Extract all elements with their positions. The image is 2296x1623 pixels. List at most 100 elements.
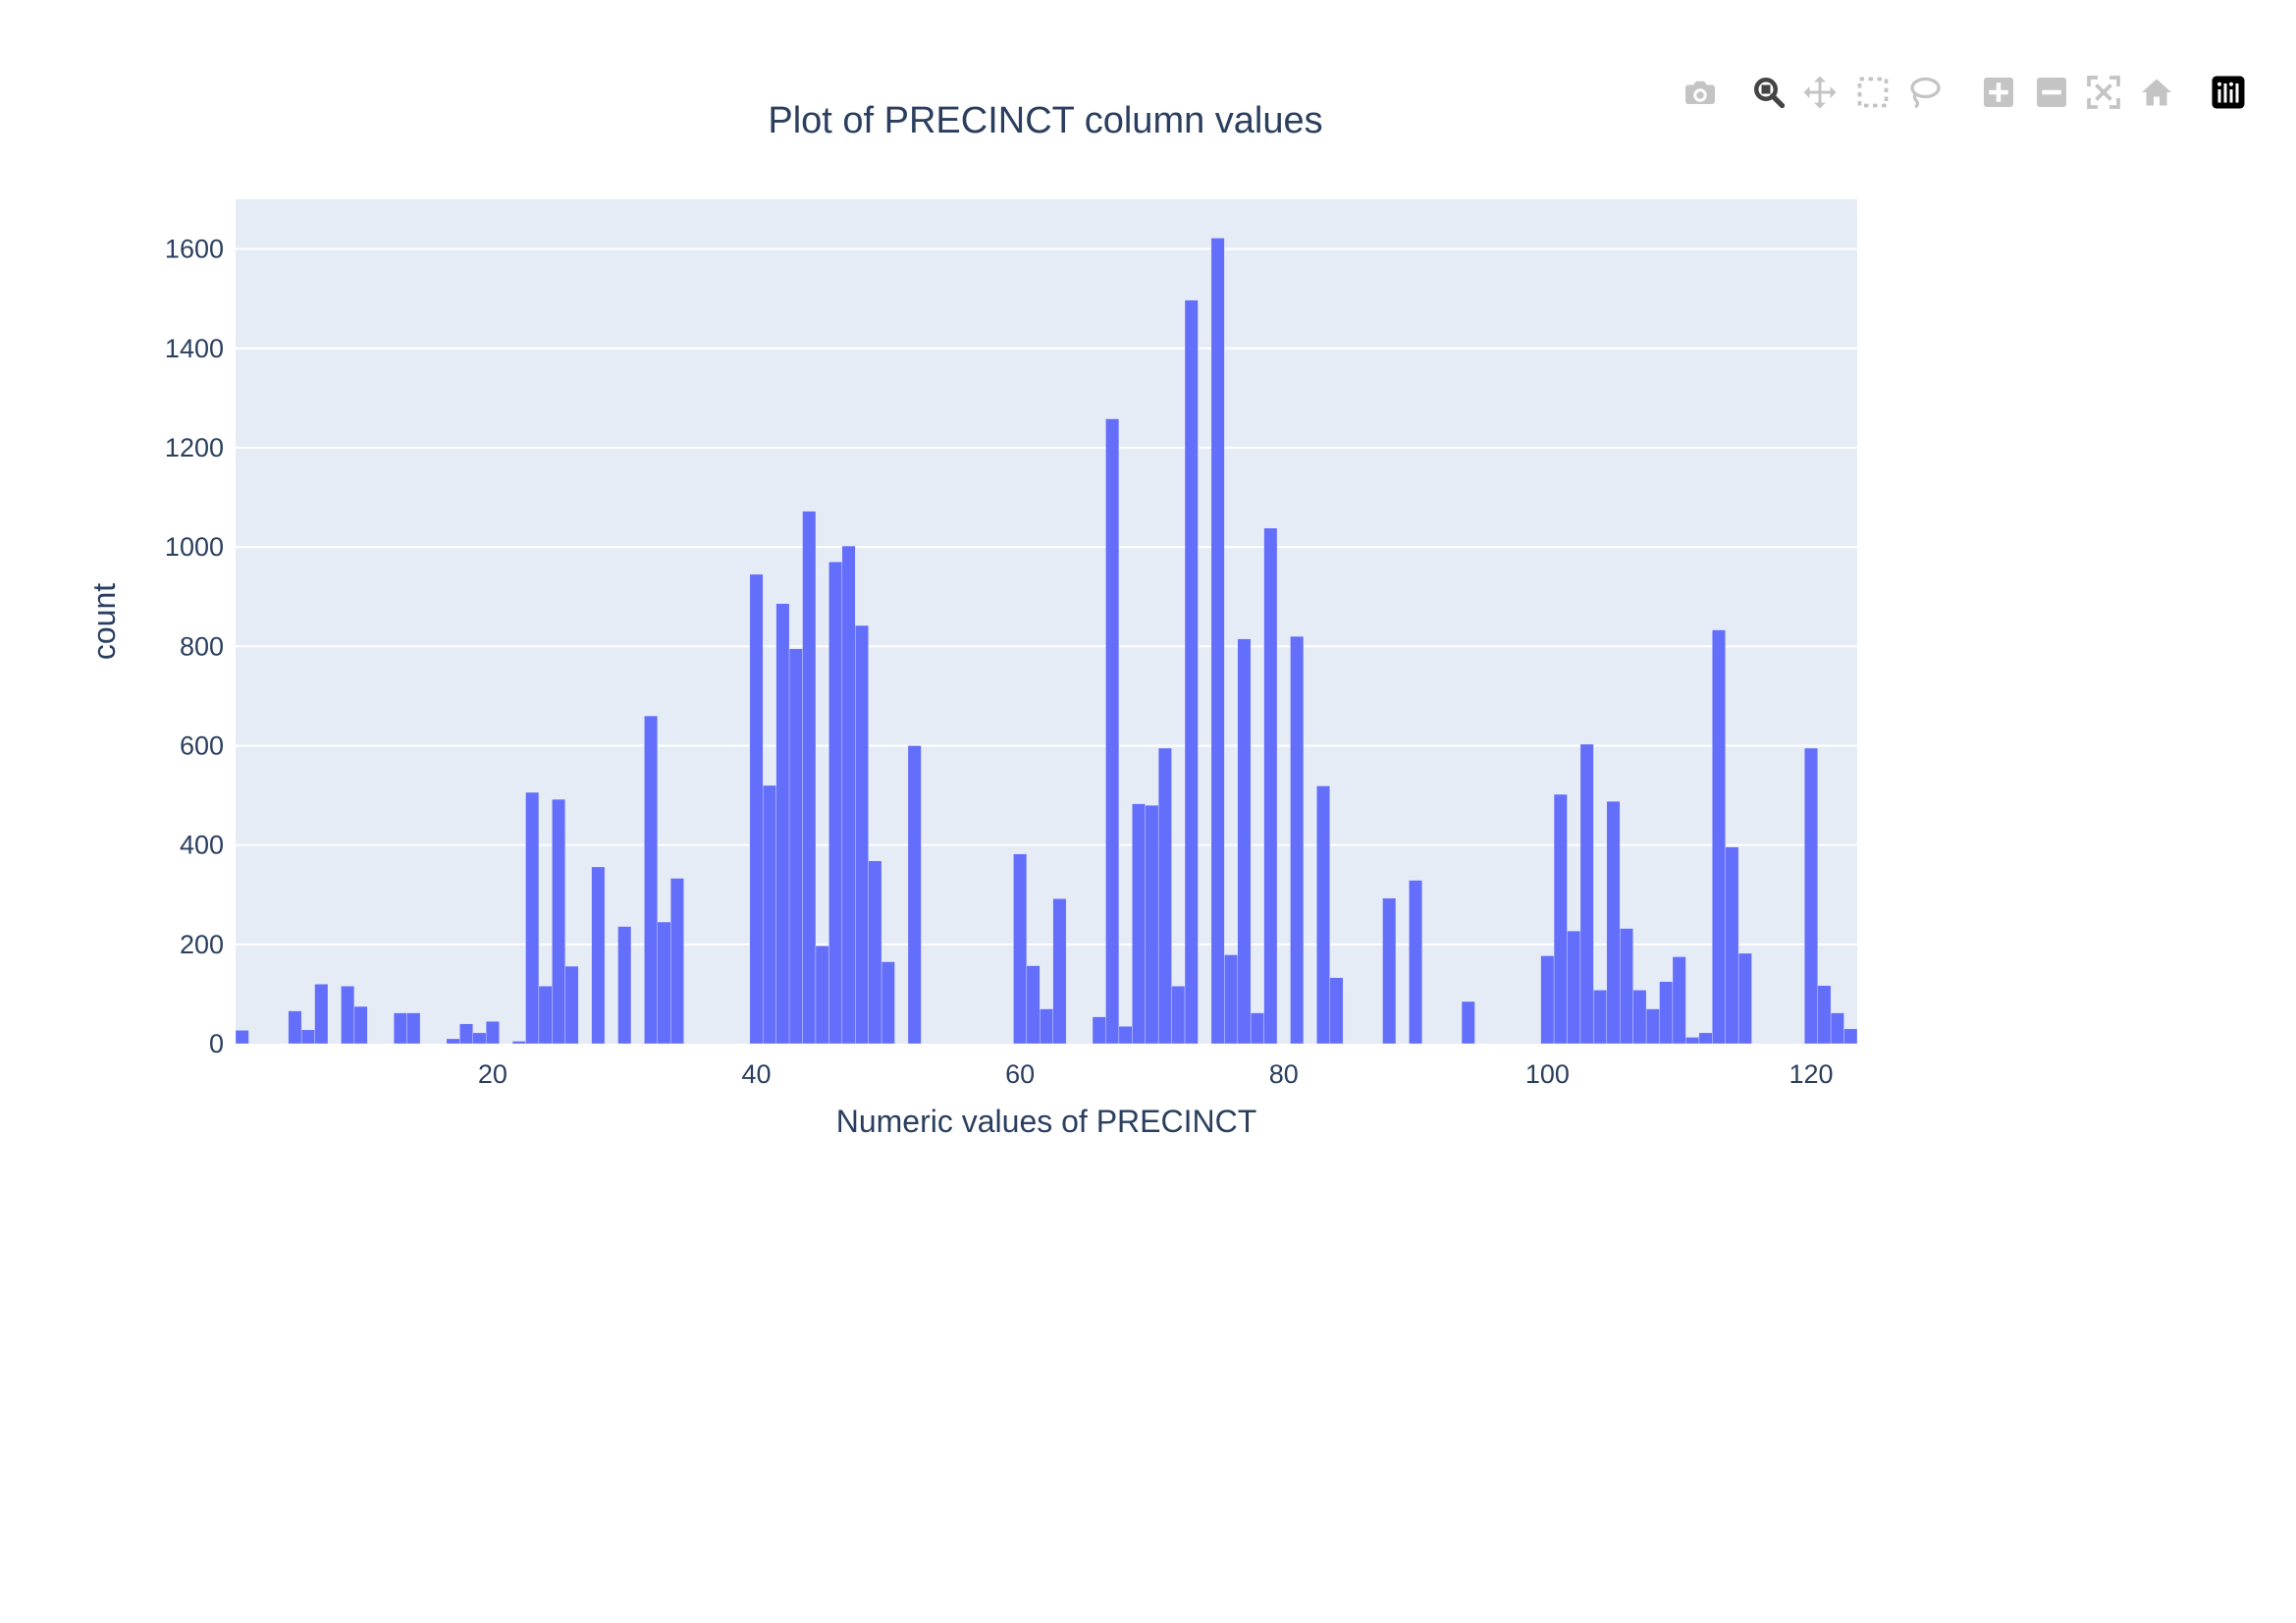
bar[interactable] (907, 745, 922, 1045)
bar[interactable] (1553, 793, 1568, 1045)
pan-icon (1803, 76, 1837, 109)
bar[interactable] (459, 1023, 474, 1045)
y-tick-label: 1200 (165, 433, 224, 462)
bar[interactable] (1316, 785, 1331, 1045)
bar[interactable] (1118, 1026, 1133, 1045)
bar[interactable] (617, 926, 632, 1045)
bar[interactable] (1329, 977, 1344, 1045)
bar[interactable] (1290, 635, 1305, 1045)
bar[interactable] (1672, 956, 1686, 1045)
bar[interactable] (1712, 629, 1726, 1045)
bar[interactable] (341, 986, 355, 1045)
bar[interactable] (525, 791, 540, 1045)
bar[interactable] (446, 1038, 460, 1045)
bar[interactable] (1843, 1028, 1858, 1045)
zoom-in-button[interactable] (1979, 73, 2018, 112)
bar[interactable] (1132, 803, 1146, 1045)
bar[interactable] (841, 545, 856, 1045)
bar[interactable] (353, 1005, 368, 1045)
bar[interactable] (1013, 853, 1028, 1045)
y-axis-ticks: 0 200 400 600 800 1000 1200 1400 1600 (165, 235, 224, 1058)
bar[interactable] (1698, 1032, 1713, 1045)
lasso-select-button[interactable] (1904, 73, 1944, 112)
bar[interactable] (1632, 990, 1647, 1045)
plotly-logo-button[interactable] (2209, 73, 2248, 112)
bar[interactable] (1725, 846, 1739, 1045)
bar[interactable] (815, 946, 829, 1045)
bar[interactable] (1409, 880, 1423, 1045)
bar[interactable] (1237, 638, 1252, 1045)
bar[interactable] (1263, 527, 1278, 1045)
bar[interactable] (235, 1030, 249, 1045)
bar[interactable] (1092, 1016, 1106, 1045)
home-icon (2142, 79, 2171, 106)
bar[interactable] (1382, 897, 1397, 1045)
bar[interactable] (511, 1041, 526, 1045)
camera-button[interactable] (1681, 73, 1720, 112)
bar[interactable] (300, 1029, 315, 1045)
autoscale-button[interactable] (2084, 73, 2123, 112)
bar[interactable] (1210, 238, 1225, 1045)
bar[interactable] (1184, 299, 1199, 1045)
bar[interactable] (472, 1032, 487, 1045)
bar[interactable] (1619, 928, 1633, 1045)
bar[interactable] (828, 562, 843, 1045)
bar[interactable] (1026, 965, 1041, 1045)
bar[interactable] (1659, 981, 1674, 1045)
bar[interactable] (657, 921, 671, 1045)
bar[interactable] (1461, 1001, 1475, 1045)
bar[interactable] (1105, 418, 1120, 1045)
bar[interactable] (1052, 898, 1067, 1045)
box-select-button[interactable] (1853, 73, 1893, 112)
bar[interactable] (644, 715, 659, 1045)
bar[interactable] (1737, 952, 1752, 1045)
bar[interactable] (1567, 930, 1581, 1045)
camera-icon (1685, 81, 1715, 104)
bar[interactable] (485, 1020, 500, 1045)
y-tick-label: 200 (180, 930, 224, 959)
bar[interactable] (393, 1012, 407, 1045)
zoom-out-button[interactable] (2032, 73, 2071, 112)
bar[interactable] (762, 784, 776, 1045)
bar[interactable] (406, 1012, 421, 1045)
bar[interactable] (552, 798, 566, 1045)
bar[interactable] (538, 986, 553, 1045)
y-tick-label: 600 (180, 730, 224, 760)
bar[interactable] (868, 860, 882, 1045)
bar[interactable] (1579, 743, 1594, 1045)
bar[interactable] (1804, 747, 1818, 1045)
bar[interactable] (1645, 1008, 1660, 1045)
bar[interactable] (669, 878, 684, 1045)
bar[interactable] (288, 1010, 302, 1045)
zoom-out-icon (2037, 78, 2066, 107)
gridlines (236, 247, 1857, 946)
bar[interactable] (1540, 955, 1555, 1045)
bar[interactable] (881, 961, 895, 1045)
bar[interactable] (1817, 985, 1832, 1045)
bar[interactable] (1685, 1037, 1700, 1045)
reset-axes-button[interactable] (2137, 73, 2176, 112)
bar[interactable] (1224, 954, 1238, 1045)
bar[interactable] (1171, 986, 1186, 1045)
bar[interactable] (1830, 1012, 1844, 1045)
bar[interactable] (749, 573, 764, 1045)
bar[interactable] (1157, 747, 1172, 1045)
bar[interactable] (1250, 1012, 1264, 1045)
bar[interactable] (855, 624, 869, 1045)
zoom-button[interactable] (1749, 73, 1789, 112)
bar[interactable] (788, 648, 803, 1045)
bar[interactable] (1593, 990, 1608, 1045)
bar[interactable] (1040, 1008, 1053, 1045)
x-tick-label: 100 (1525, 1059, 1570, 1089)
bar[interactable] (314, 984, 329, 1045)
x-tick-label: 60 (1005, 1059, 1035, 1089)
bar[interactable] (1145, 804, 1159, 1045)
bar[interactable] (1606, 800, 1621, 1045)
bar[interactable] (802, 511, 817, 1045)
bar[interactable] (775, 603, 790, 1045)
bar[interactable] (591, 866, 606, 1045)
bar[interactable] (564, 965, 579, 1045)
y-tick-label: 800 (180, 631, 224, 661)
pan-button[interactable] (1800, 73, 1840, 112)
y-tick-label: 0 (209, 1029, 224, 1058)
